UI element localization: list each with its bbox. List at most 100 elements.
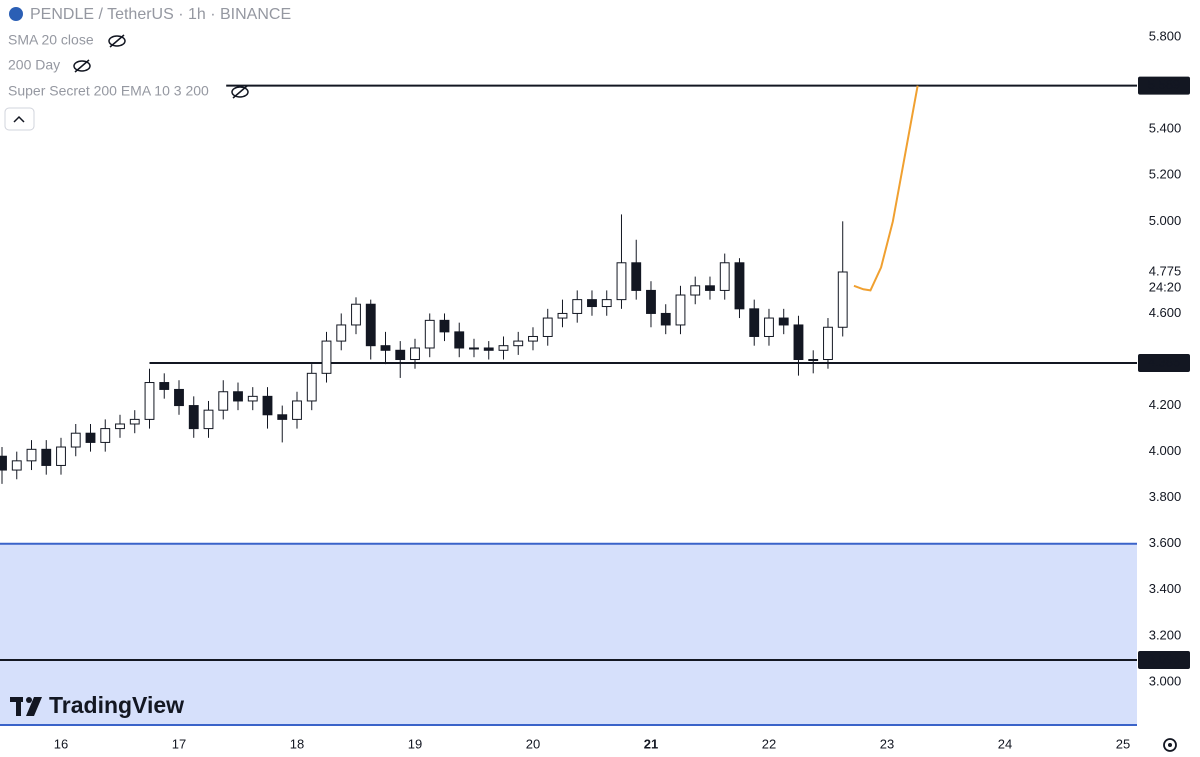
- y-tick-label: 3.200: [1149, 627, 1182, 642]
- y-tick-label: 3.800: [1149, 489, 1182, 504]
- x-tick-label: 19: [408, 736, 422, 751]
- x-tick-label: 16: [54, 736, 68, 751]
- x-tick-label: 21: [644, 736, 658, 751]
- collapse-icon: [13, 115, 25, 123]
- y-tick-label: 3.600: [1149, 535, 1182, 550]
- countdown-label: 24:20: [1149, 280, 1182, 295]
- price-label: 4.775: [1149, 264, 1182, 279]
- candle-body: [616, 262, 627, 301]
- candle-body: [705, 285, 715, 291]
- y-tick-label: 5.400: [1149, 121, 1182, 136]
- settings-icon[interactable]: [1163, 738, 1177, 752]
- candle-body: [439, 319, 450, 333]
- x-tick-label: 23: [880, 736, 894, 751]
- candle-body: [351, 303, 361, 326]
- y-tick-label: 5.800: [1149, 29, 1182, 44]
- candle-body: [174, 388, 184, 407]
- x-tick-label: 25: [1116, 736, 1130, 751]
- candle-body: [483, 347, 494, 351]
- candle-body: [749, 308, 760, 337]
- candle-body: [292, 400, 302, 420]
- candle-body: [100, 428, 111, 443]
- candle-body: [587, 299, 597, 308]
- level-label: 5.589: [1148, 77, 1181, 92]
- level-label-box: [1138, 76, 1190, 95]
- candle-body: [11, 460, 22, 471]
- mark-layer: [0, 84, 1137, 662]
- price-label-box: [1138, 263, 1190, 298]
- candle-body: [262, 395, 273, 416]
- y-tick-label: 3.000: [1149, 673, 1182, 688]
- candle-body: [115, 423, 125, 430]
- candle-body: [424, 319, 435, 349]
- candle-body: [572, 299, 583, 314]
- candle-body: [454, 331, 465, 349]
- candle-body: [129, 418, 140, 425]
- y-tick-label: 4.200: [1149, 397, 1182, 412]
- symbol-icon: [9, 7, 23, 21]
- candle-body: [26, 448, 37, 462]
- candle-body: [159, 382, 170, 390]
- candle-body: [601, 299, 612, 308]
- settings-icon-center: [1168, 743, 1172, 747]
- candle-body: [690, 285, 701, 296]
- candle-body: [144, 382, 155, 420]
- candle-body: [70, 432, 81, 448]
- candle-body: [764, 317, 774, 337]
- candle-body: [321, 340, 332, 374]
- collapse-button[interactable]: [4, 107, 35, 131]
- zone: [0, 543, 1137, 725]
- y-tick-label: 5.000: [1149, 213, 1182, 228]
- candle-body: [306, 372, 317, 402]
- candle-body: [395, 349, 406, 361]
- candle-body: [365, 303, 376, 347]
- candle-body: [719, 262, 730, 291]
- candle-body: [277, 414, 288, 420]
- indicator-label[interactable]: Super Secret 200 EMA 10 3 200: [8, 83, 209, 99]
- candle-body: [778, 317, 789, 326]
- candle-body: [247, 395, 258, 402]
- candle-body: [188, 405, 199, 430]
- level-label-box: [1138, 651, 1190, 670]
- watermark: TradingView: [49, 692, 184, 718]
- candle-body: [410, 347, 420, 361]
- y-tick-label: 4.600: [1149, 305, 1182, 320]
- y-tick-label: 4.000: [1149, 443, 1182, 458]
- x-tick-label: 18: [290, 736, 304, 751]
- x-tick-label: 17: [172, 736, 186, 751]
- chart-title: PENDLE / TetherUS · 1h · BINANCE: [30, 6, 291, 23]
- hide-icons: [73, 34, 249, 99]
- candle-body: [808, 359, 819, 362]
- candle-body: [542, 317, 553, 337]
- label-layer: PENDLE / TetherUS · 1h · BINANCE SMA 20 …: [4, 6, 1190, 752]
- candle-body: [557, 312, 568, 319]
- indicator-label[interactable]: SMA 20 close: [8, 32, 94, 48]
- candle-body: [498, 345, 509, 351]
- candle-body: [380, 345, 391, 351]
- candle-body: [336, 324, 347, 342]
- y-tick-label: 5.200: [1149, 167, 1182, 182]
- candle-body: [837, 271, 848, 328]
- candle-body: [218, 391, 229, 411]
- candle-body: [528, 335, 538, 342]
- candle-body: [469, 347, 479, 350]
- logo-icon: [10, 697, 42, 716]
- candle-body: [233, 391, 243, 402]
- candle-body: [56, 446, 66, 466]
- indicator-label[interactable]: 200 Day: [8, 57, 60, 73]
- x-tick-label: 20: [526, 736, 540, 751]
- candle-body: [631, 262, 642, 291]
- x-tick-label: 24: [998, 736, 1012, 751]
- candle-body: [734, 262, 745, 310]
- level-label-box: [1138, 353, 1190, 372]
- y-tick-label: 3.400: [1149, 581, 1182, 596]
- candle-body: [41, 448, 52, 466]
- candle-body: [85, 432, 96, 443]
- candle-body: [513, 340, 524, 347]
- candle-body: [675, 294, 686, 326]
- projection-line: [853, 85, 919, 292]
- candle-body: [0, 455, 7, 471]
- candle-body: [203, 409, 214, 430]
- x-tick-label: 22: [762, 736, 776, 751]
